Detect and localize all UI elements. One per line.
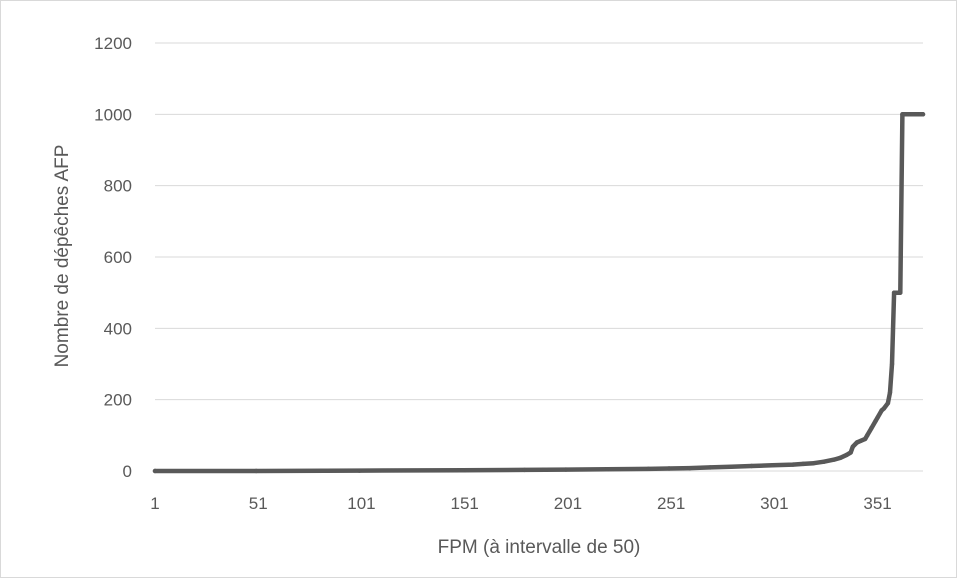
data-point — [728, 464, 734, 469]
data-point — [889, 361, 895, 367]
data-point — [832, 457, 837, 462]
x-tick-label: 151 — [450, 494, 478, 513]
y-tick-label: 400 — [104, 319, 132, 338]
data-point — [152, 468, 158, 474]
gridlines — [155, 42, 923, 472]
x-tick-label: 301 — [760, 494, 788, 513]
data-point — [666, 466, 672, 471]
data-point — [881, 406, 886, 411]
data-point — [687, 465, 692, 471]
y-tick-label: 1200 — [94, 34, 132, 53]
data-point — [770, 463, 775, 468]
data-point — [887, 390, 893, 395]
data-point — [801, 461, 806, 467]
data-point — [885, 401, 891, 406]
y-tick-label: 200 — [104, 391, 132, 410]
data-point — [646, 466, 651, 472]
data-point — [865, 433, 870, 438]
data-point — [914, 112, 920, 117]
data-point — [838, 455, 843, 461]
data-point — [903, 112, 908, 117]
y-tick-label: 1000 — [94, 105, 132, 124]
y-axis-ticks: 0 200 400 600 800 1000 1200 — [94, 34, 132, 481]
data-point — [821, 459, 827, 464]
x-tick-label: 51 — [249, 494, 268, 513]
data-point — [906, 112, 911, 117]
data-point — [848, 450, 853, 455]
x-tick-label: 351 — [863, 494, 891, 513]
y-tick-label: 600 — [104, 248, 132, 267]
x-tick-label: 251 — [657, 494, 685, 513]
x-axis-title: FPM (à intervalle de 50) — [438, 537, 641, 558]
data-point — [875, 415, 880, 420]
data-point — [898, 290, 903, 295]
series-line — [152, 112, 926, 474]
data-point — [862, 436, 868, 442]
data-point — [844, 452, 849, 458]
data-point — [522, 467, 527, 473]
data-point — [850, 444, 856, 449]
data-point — [920, 112, 926, 117]
data-point — [749, 463, 754, 469]
data-point — [858, 438, 864, 443]
y-axis-title: Nombre de dépêches AFP — [52, 145, 73, 368]
data-point — [869, 426, 874, 431]
data-point — [604, 467, 610, 472]
data-point — [357, 468, 362, 473]
data-point — [460, 468, 465, 473]
y-tick-label: 0 — [123, 462, 132, 481]
data-point — [873, 418, 878, 424]
x-tick-label: 101 — [347, 494, 375, 513]
data-point — [708, 465, 713, 470]
data-point — [253, 468, 259, 474]
data-point — [790, 462, 796, 467]
x-tick-label: 1 — [150, 494, 159, 513]
data-point — [563, 467, 569, 472]
x-tick-label: 201 — [554, 494, 582, 513]
y-tick-label: 800 — [104, 177, 132, 196]
series-layer — [152, 112, 926, 474]
data-point — [854, 440, 860, 445]
data-point — [811, 460, 816, 466]
x-axis-ticks: 1 51 101 151 201 251 301 351 — [150, 494, 892, 513]
